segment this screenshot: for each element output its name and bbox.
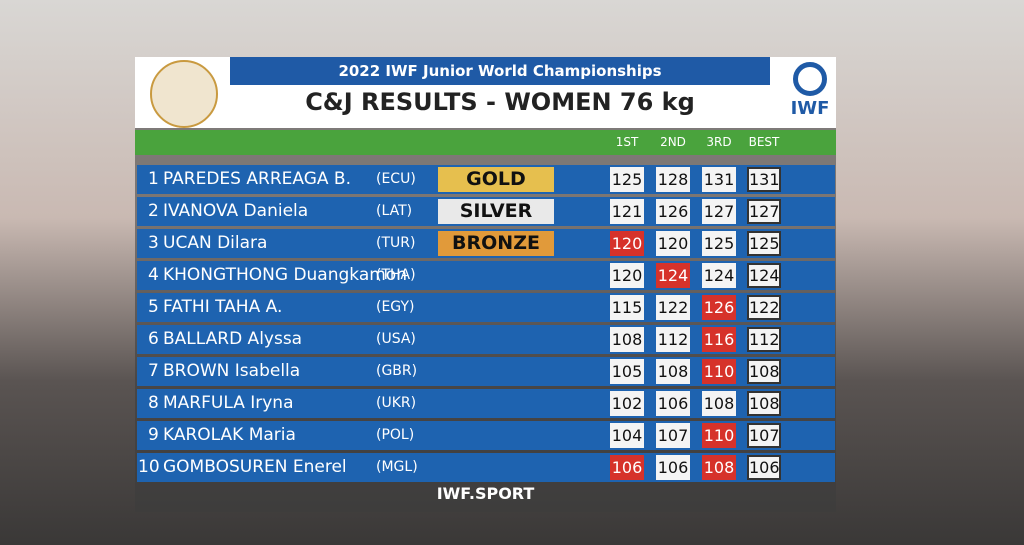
attempt: 105 bbox=[610, 359, 644, 384]
athlete-name: IVANOVA Daniela bbox=[163, 201, 309, 221]
attempt: 106 bbox=[656, 391, 690, 416]
best-lift: 108 bbox=[747, 359, 781, 384]
nation: (THA) bbox=[376, 267, 416, 283]
nation: (LAT) bbox=[376, 203, 413, 219]
logo-text: IWF bbox=[790, 98, 830, 119]
attempt: 108 bbox=[702, 455, 736, 480]
medal: BRONZE bbox=[438, 231, 554, 256]
attempt: 112 bbox=[656, 327, 690, 352]
nation: (EGY) bbox=[376, 299, 415, 315]
attempt: 131 bbox=[702, 167, 736, 192]
athlete-name: BROWN Isabella bbox=[163, 361, 301, 381]
rank: 6 bbox=[148, 329, 159, 349]
attempt: 108 bbox=[702, 391, 736, 416]
best-lift: 108 bbox=[747, 391, 781, 416]
column-header: BEST bbox=[748, 135, 780, 149]
rank: 7 bbox=[148, 361, 159, 381]
best-lift: 107 bbox=[747, 423, 781, 448]
best-lift: 131 bbox=[747, 167, 781, 192]
best-lift: 124 bbox=[747, 263, 781, 288]
best-lift: 127 bbox=[747, 199, 781, 224]
athlete-name: MARFULA Iryna bbox=[163, 393, 294, 413]
nation: (POL) bbox=[376, 427, 415, 443]
athlete-name: KAROLAK Maria bbox=[163, 425, 296, 445]
attempt: 121 bbox=[610, 199, 644, 224]
attempt: 122 bbox=[656, 295, 690, 320]
athlete-name: PAREDES ARREAGA B. bbox=[163, 169, 351, 189]
athlete-name: BALLARD Alyssa bbox=[163, 329, 303, 349]
column-header: 1ST bbox=[615, 135, 639, 149]
rank: 3 bbox=[148, 233, 159, 253]
nation: (ECU) bbox=[376, 171, 416, 187]
rank: 8 bbox=[148, 393, 159, 413]
column-header: 3RD bbox=[706, 135, 732, 149]
rank: 5 bbox=[148, 297, 159, 317]
attempt: 116 bbox=[702, 327, 736, 352]
attempt: 126 bbox=[656, 199, 690, 224]
best-lift: 122 bbox=[747, 295, 781, 320]
medal: GOLD bbox=[438, 167, 554, 192]
rank: 2 bbox=[148, 201, 159, 221]
attempt: 110 bbox=[702, 359, 736, 384]
athlete-name: GOMBOSUREN Enerel bbox=[163, 457, 347, 477]
column-bar bbox=[135, 130, 836, 155]
attempt: 124 bbox=[656, 263, 690, 288]
rank: 9 bbox=[148, 425, 159, 445]
iwf-logo: IWF bbox=[785, 62, 835, 119]
attempt: 106 bbox=[610, 455, 644, 480]
nation: (USA) bbox=[376, 331, 416, 347]
athlete-name: UCAN Dilara bbox=[163, 233, 268, 253]
event-name: 2022 IWF Junior World Championships bbox=[230, 57, 770, 85]
rank: 4 bbox=[148, 265, 159, 285]
medal: SILVER bbox=[438, 199, 554, 224]
attempt: 108 bbox=[656, 359, 690, 384]
athlete-name: FATHI TAHA A. bbox=[163, 297, 283, 317]
attempt: 120 bbox=[610, 263, 644, 288]
rank: 1 bbox=[148, 169, 159, 189]
nation: (TUR) bbox=[376, 235, 416, 251]
best-lift: 125 bbox=[747, 231, 781, 256]
attempt: 125 bbox=[702, 231, 736, 256]
attempt: 120 bbox=[610, 231, 644, 256]
attempt: 127 bbox=[702, 199, 736, 224]
athlete-name: KHONGTHONG Duangkamon bbox=[163, 265, 407, 285]
column-header: 2ND bbox=[660, 135, 686, 149]
nation: (GBR) bbox=[376, 363, 418, 379]
attempt: 124 bbox=[702, 263, 736, 288]
attempt: 126 bbox=[702, 295, 736, 320]
footer: IWF.SPORT bbox=[436, 484, 535, 503]
attempt: 115 bbox=[610, 295, 644, 320]
attempt: 107 bbox=[656, 423, 690, 448]
attempt: 110 bbox=[702, 423, 736, 448]
attempt: 108 bbox=[610, 327, 644, 352]
attempt: 102 bbox=[610, 391, 644, 416]
attempt: 104 bbox=[610, 423, 644, 448]
rank: 10 bbox=[138, 457, 160, 477]
best-lift: 106 bbox=[747, 455, 781, 480]
attempt: 128 bbox=[656, 167, 690, 192]
nation: (MGL) bbox=[376, 459, 418, 475]
attempt: 125 bbox=[610, 167, 644, 192]
results-title: C&J RESULTS - WOMEN 76 kg bbox=[305, 88, 695, 116]
nation: (UKR) bbox=[376, 395, 417, 411]
event-logo bbox=[150, 60, 218, 128]
best-lift: 112 bbox=[747, 327, 781, 352]
attempt: 106 bbox=[656, 455, 690, 480]
attempt: 120 bbox=[656, 231, 690, 256]
